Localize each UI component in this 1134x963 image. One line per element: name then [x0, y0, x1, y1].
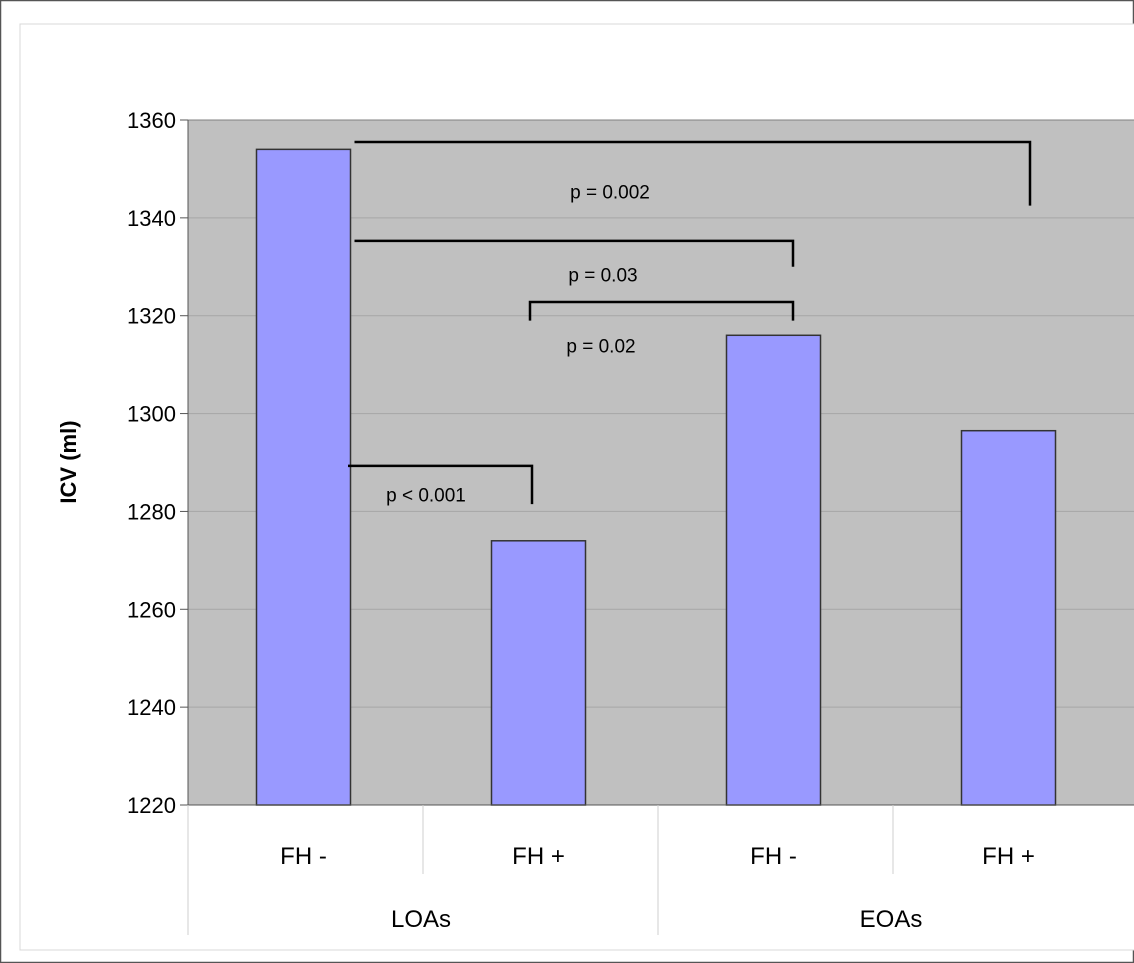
y-tick-label: 1240 — [127, 695, 176, 720]
bar — [725, 334, 822, 806]
bar — [960, 429, 1057, 806]
y-tick-label: 1300 — [127, 402, 176, 427]
x-category-label: FH + — [512, 843, 565, 870]
p-value-label: p = 0.002 — [570, 182, 650, 203]
p-value-label: p = 0.03 — [568, 265, 637, 286]
bar — [490, 540, 587, 806]
x-group-label: EOAs — [860, 906, 923, 933]
bar — [255, 148, 352, 806]
x-category-label: FH - — [280, 843, 327, 870]
y-tick-label: 1220 — [127, 793, 176, 818]
significance-brackets: p = 0.002 p = 0.03 p = 0.02 p < 0.001 — [348, 140, 1032, 507]
bars — [255, 148, 1057, 806]
y-tick-label: 1340 — [127, 206, 176, 231]
y-tick-label: 1360 — [127, 108, 176, 133]
y-tick-label: 1280 — [127, 499, 176, 524]
significance-bracket — [528, 300, 795, 321]
significance-bracket — [348, 464, 534, 505]
y-axis-ticks: 1220 1240 1260 1280 1300 1320 1340 1360 — [127, 108, 189, 818]
p-value-label: p = 0.02 — [566, 336, 635, 357]
significance-bracket — [354, 140, 1032, 206]
y-tick-label: 1260 — [127, 597, 176, 622]
y-axis-label: ICV (ml) — [56, 420, 81, 503]
x-category-label: FH + — [982, 843, 1035, 870]
x-category-label: FH - — [750, 843, 797, 870]
p-value-label: p < 0.001 — [386, 486, 466, 507]
y-tick-label: 1320 — [127, 304, 176, 329]
x-axis: FH - FH + FH - FH + LOAs EOAs — [187, 804, 1134, 935]
x-group-label: LOAs — [391, 906, 451, 933]
significance-bracket — [354, 239, 795, 267]
